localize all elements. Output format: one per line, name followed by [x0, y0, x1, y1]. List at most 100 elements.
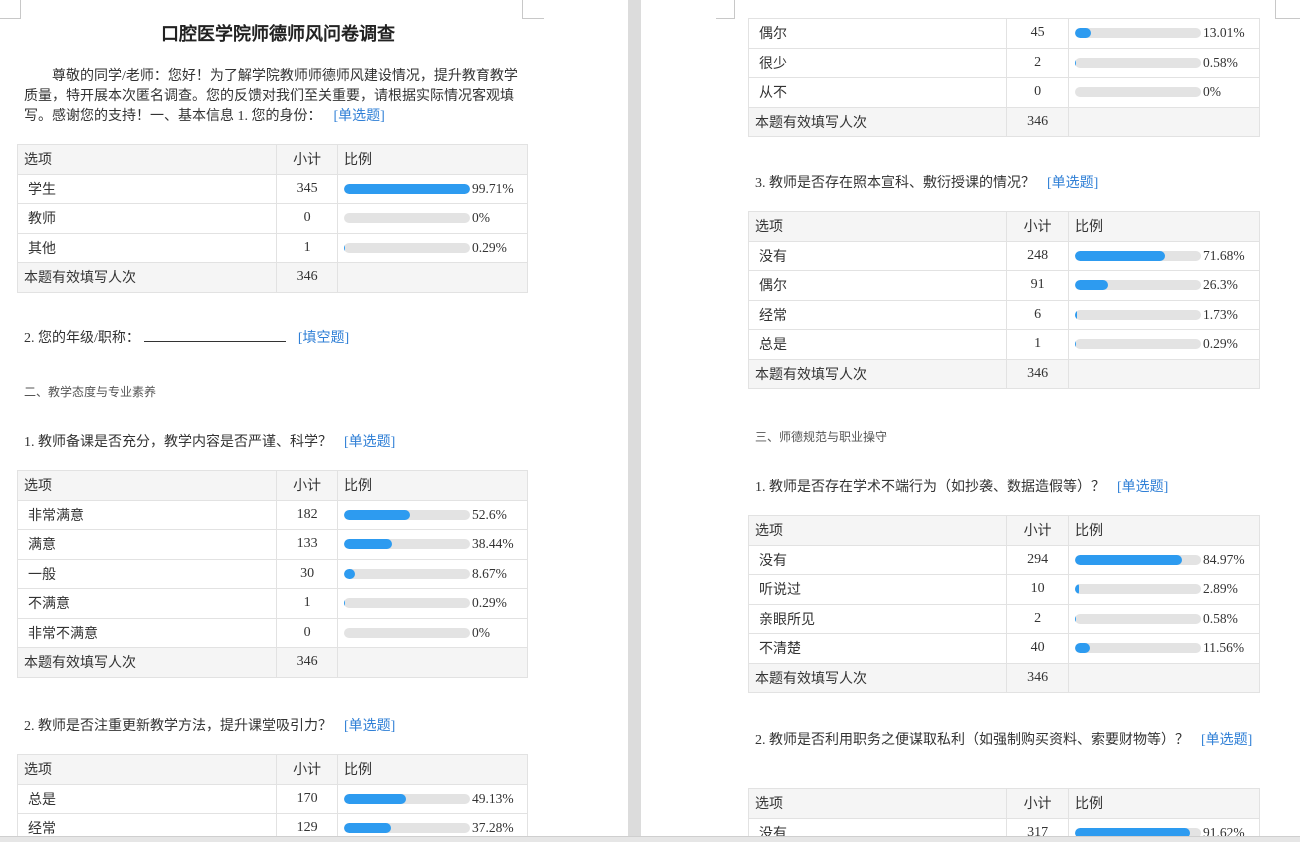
- option-label: 总是: [749, 330, 1007, 360]
- ratio-percent: 52.6%: [472, 507, 507, 523]
- table-header-row: 选项小计比例: [749, 789, 1260, 819]
- progress-bar-fill: [344, 569, 355, 579]
- option-count: 2: [1007, 48, 1069, 78]
- progress-bar-fill: [1075, 614, 1076, 624]
- option-count: 1: [1007, 330, 1069, 360]
- question-title: 1. 教师备课是否充分，教学内容是否严谨、科学？[单选题]: [24, 433, 521, 453]
- column-header-count: 小计: [277, 471, 338, 501]
- option-count: 133: [277, 530, 338, 560]
- progress-bar-track: [1075, 58, 1201, 68]
- ratio-bar-group: 71.68%: [1075, 248, 1253, 264]
- ratio-percent: 0.29%: [1203, 336, 1238, 352]
- option-count: 294: [1007, 545, 1069, 575]
- progress-bar-track: [1075, 251, 1201, 261]
- option-count: 30: [277, 559, 338, 589]
- page-corner-mark: [716, 18, 735, 19]
- ratio-bar-group: 91.62%: [1075, 825, 1253, 836]
- question-title: 2. 您的年级/职称：[填空题]: [24, 329, 521, 349]
- total-label: 本题有效填写人次: [18, 648, 277, 678]
- progress-bar-fill: [344, 510, 410, 520]
- progress-bar-fill: [1075, 584, 1079, 594]
- total-empty: [338, 648, 528, 678]
- option-ratio: 0.29%: [1069, 330, 1260, 360]
- ratio-percent: 49.13%: [472, 791, 514, 807]
- option-label: 没有: [749, 818, 1007, 836]
- option-count: 1: [277, 589, 338, 619]
- question-title: 2. 教师是否注重更新教学方法，提升课堂吸引力？ [单选题]: [24, 717, 521, 737]
- question-text: 2. 您的年级/职称：: [24, 331, 140, 346]
- ratio-bar-group: 38.44%: [344, 536, 521, 552]
- progress-bar-fill: [1075, 555, 1182, 565]
- option-count: 10: [1007, 575, 1069, 605]
- question-text: 2. 教师是否注重更新教学方法，提升课堂吸引力？: [24, 719, 332, 734]
- option-label: 总是: [18, 784, 277, 814]
- ratio-percent: 0.29%: [472, 240, 507, 256]
- ratio-bar-group: 0.58%: [1075, 55, 1253, 71]
- progress-bar-fill: [344, 794, 406, 804]
- ratio-percent: 1.73%: [1203, 307, 1238, 323]
- column-header-option: 选项: [749, 789, 1007, 819]
- total-label: 本题有效填写人次: [749, 663, 1007, 693]
- ratio-bar-group: 49.13%: [344, 791, 521, 807]
- question-title: 3. 教师是否存在照本宣科、敷衍授课的情况？[单选题]: [755, 174, 1253, 194]
- total-count: 346: [1007, 107, 1069, 137]
- question-text: 1. 教师备课是否充分，教学内容是否严谨、科学？: [24, 435, 332, 450]
- progress-bar-track: [1075, 28, 1201, 38]
- progress-bar-track: [344, 823, 470, 833]
- document-title: 口腔医学院师德师风问卷调查: [0, 20, 556, 46]
- total-empty: [338, 263, 528, 293]
- option-ratio: 91.62%: [1069, 818, 1260, 836]
- ratio-bar-group: 0.58%: [1075, 611, 1253, 627]
- progress-bar-fill: [1075, 828, 1190, 836]
- ratio-bar-group: 0%: [344, 210, 521, 226]
- option-count: 2: [1007, 604, 1069, 634]
- ratio-percent: 26.3%: [1203, 277, 1238, 293]
- option-ratio: 0%: [338, 204, 528, 234]
- progress-bar-track: [1075, 555, 1201, 565]
- ratio-bar-group: 84.97%: [1075, 552, 1253, 568]
- option-count: 182: [277, 500, 338, 530]
- progress-bar-fill: [1075, 280, 1108, 290]
- ratio-percent: 11.56%: [1203, 640, 1244, 656]
- option-ratio: 71.68%: [1069, 241, 1260, 271]
- option-ratio: 99.71%: [338, 174, 528, 204]
- column-header-ratio: 比例: [338, 755, 528, 785]
- option-count: 170: [277, 784, 338, 814]
- page-corner-mark: [0, 18, 21, 19]
- section-heading: 二、教学态度与专业素养: [24, 383, 156, 400]
- progress-bar-track: [344, 213, 470, 223]
- option-label: 经常: [18, 814, 277, 837]
- column-header-option: 选项: [749, 516, 1007, 546]
- page-gutter: [628, 0, 641, 836]
- total-empty: [1069, 107, 1260, 137]
- option-label: 一般: [18, 559, 277, 589]
- question-title: 1. 教师是否存在学术不端行为（如抄袭、数据造假等）？[单选题]: [755, 478, 1253, 498]
- option-ratio: 52.6%: [338, 500, 528, 530]
- total-label: 本题有效填写人次: [18, 263, 277, 293]
- option-ratio: 2.89%: [1069, 575, 1260, 605]
- option-ratio: 26.3%: [1069, 271, 1260, 301]
- option-count: 0: [277, 618, 338, 648]
- progress-bar-track: [1075, 828, 1201, 836]
- progress-bar-fill: [1075, 643, 1090, 653]
- option-label: 偶尔: [749, 19, 1007, 49]
- progress-bar-track: [344, 510, 470, 520]
- question-type-tag: [单选题]: [344, 719, 395, 734]
- ratio-percent: 13.01%: [1203, 25, 1245, 41]
- ratio-bar-group: 0.29%: [344, 595, 521, 611]
- option-count: 0: [1007, 78, 1069, 108]
